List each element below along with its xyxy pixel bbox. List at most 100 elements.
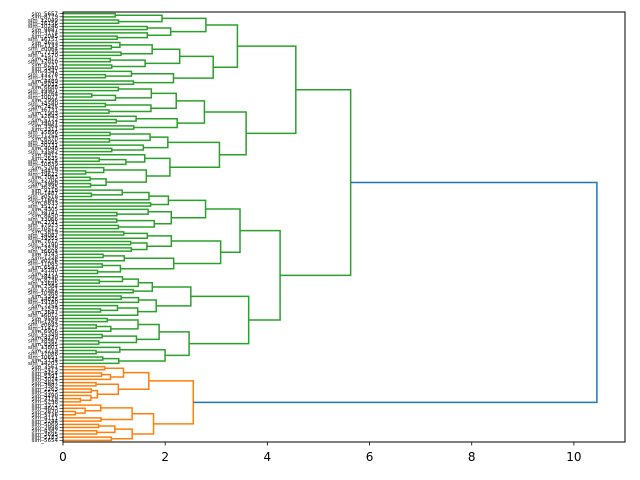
leaf-label: sim_4653	[32, 40, 59, 46]
leaf-label: sim_20064	[28, 47, 58, 53]
green-cluster-link	[168, 199, 207, 219]
leaf-label: sim_12311	[28, 76, 58, 82]
leaf-label: sim_19901	[28, 88, 58, 94]
green-cluster-link	[176, 100, 206, 124]
leaf-label: sim_7425	[32, 104, 59, 110]
green-cluster-link	[205, 24, 239, 69]
leaf-label: sim_3561	[32, 364, 59, 370]
leaf-label: sim_4771	[32, 271, 59, 277]
leaf-label: sim_15032	[28, 82, 58, 88]
leaf-label: sim_2413	[32, 368, 59, 374]
leaf-label: sim_11602	[28, 198, 58, 204]
leaf-label: sim_2998	[32, 425, 59, 431]
leaf-label: sim_17010	[28, 60, 58, 66]
green-cluster-link	[63, 325, 112, 333]
leaf-label: sim_3024	[32, 377, 59, 383]
green-cluster-link	[63, 19, 120, 24]
green-cluster-link	[63, 35, 118, 41]
leaf-label: sim_4489	[32, 79, 59, 85]
green-cluster-link	[63, 275, 124, 283]
leaf-label: sim_5393	[32, 294, 59, 300]
leaf-label: sim_16604	[28, 249, 58, 255]
leaf-label: sim_10246	[28, 24, 58, 30]
leaf-label: sim_4847	[32, 380, 59, 386]
leaf-label: sim_12529	[28, 307, 58, 313]
green-cluster-link	[63, 247, 133, 252]
leaf-label: sim_4603	[32, 406, 59, 412]
leaf-label: sim_10968	[28, 291, 58, 297]
green-cluster-link	[63, 253, 104, 259]
leaf-label: sim_2384	[32, 284, 59, 290]
x-tick-label: 2	[161, 450, 169, 464]
leaf-label: sim_5525	[32, 390, 59, 396]
leaf-label: sim_16731	[28, 108, 58, 114]
leaf-label: sim_3647	[32, 310, 59, 316]
leaf-label: sim_12190	[28, 242, 58, 248]
leaf-label: sim_9599	[32, 316, 59, 322]
leaf-label: sim_9887	[32, 27, 59, 33]
dendrogram-links	[63, 12, 598, 442]
green-cluster-link	[136, 323, 160, 341]
leaf-label: sim_8450	[32, 214, 59, 220]
leaf-label: sim_10512	[28, 226, 58, 232]
orange-cluster-link	[96, 425, 116, 434]
leaf-label: sim_13278	[28, 72, 58, 78]
leaf-label: sim_5657	[32, 11, 59, 17]
leaf-label: sim_4454	[32, 371, 59, 377]
leaf-label: sim_2219	[32, 348, 59, 354]
leaf-label: sim_8221	[32, 63, 59, 69]
leaf-label: sim_13695	[28, 281, 58, 287]
leaf-label: sim_14203	[28, 361, 58, 367]
leaf-label: sim_17088	[28, 352, 58, 358]
leaf-labels: sim_5657sim_8779sim_12049sim_16156sim_10…	[28, 11, 63, 444]
orange-cluster-link	[63, 430, 98, 435]
green-cluster-link	[63, 57, 111, 63]
leaf-label: sim_18741	[28, 210, 58, 216]
x-tick-label: 4	[264, 450, 272, 464]
leaf-label: sim_4912	[32, 56, 59, 62]
green-cluster-link	[63, 333, 103, 339]
leaf-label: sim_12843	[28, 114, 58, 120]
green-cluster-link	[148, 211, 173, 225]
x-tick-label: 10	[566, 450, 581, 464]
leaf-label: sim_17923	[28, 223, 58, 229]
leaf-label: sim_2791	[32, 220, 59, 226]
leaf-label: sim_7612	[32, 239, 59, 245]
x-tick-label: 0	[59, 450, 67, 464]
leaf-label: sim_3960	[32, 181, 59, 187]
leaf-label: sim_13066	[28, 217, 58, 223]
green-cluster-link	[63, 94, 117, 101]
green-cluster-link	[63, 115, 137, 122]
leaf-label: sim_2870	[32, 409, 59, 415]
leaf-label: sim_3528	[32, 246, 59, 252]
leaf-label: sim_8236	[32, 278, 59, 284]
leaf-label: sim_2635	[32, 156, 59, 162]
green-cluster-link	[63, 73, 107, 79]
leaf-label: sim_4120	[32, 336, 59, 342]
leaf-label: sim_5069	[32, 422, 59, 428]
leaf-label: sim_5819	[32, 230, 59, 236]
green-cluster-link	[63, 182, 92, 188]
leaf-label: sim_4048	[32, 146, 59, 152]
leaf-label: sim_10839	[28, 162, 58, 168]
green-cluster-link	[63, 144, 145, 151]
green-cluster-link	[240, 229, 281, 321]
leaf-label: sim_19355	[28, 236, 58, 242]
leaf-label: sim_20276	[28, 258, 58, 264]
leaf-label: sim_14826	[28, 297, 58, 303]
green-cluster-link	[63, 41, 121, 49]
leaf-label: sim_10077	[28, 95, 58, 101]
green-cluster-link	[205, 208, 241, 254]
orange-cluster-link	[63, 417, 102, 422]
leaf-label: sim_9341	[32, 69, 59, 75]
leaf-label: sim_4111	[32, 416, 59, 422]
leaf-label: sim_11417	[28, 326, 58, 332]
green-cluster-link	[63, 255, 126, 262]
root-link	[193, 181, 598, 404]
leaf-label: sim_17561	[28, 287, 58, 293]
green-cluster-link	[63, 32, 149, 39]
green-cluster-link	[63, 346, 121, 353]
leaf-label: sim_9118	[32, 188, 59, 194]
green-cluster-link	[63, 269, 99, 275]
